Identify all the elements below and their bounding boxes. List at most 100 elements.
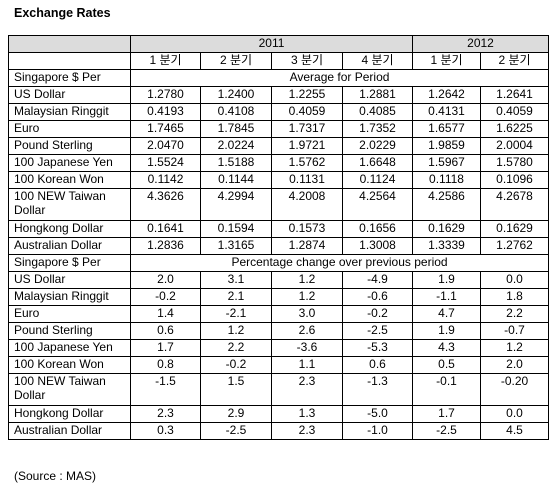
value-cell: 2.0: [479, 356, 550, 374]
value-cell: 0.1144: [200, 171, 272, 189]
year-header-2011: 2011: [130, 35, 413, 53]
value-cell: -4.9: [342, 271, 413, 289]
value-cell: 1.7465: [130, 120, 201, 138]
value-cell: 1.5762: [271, 154, 343, 172]
value-cell: 0.4085: [342, 103, 413, 121]
value-cell: -0.1: [412, 373, 481, 406]
value-cell: 0.1096: [479, 171, 550, 189]
currency-label: 100 Japanese Yen: [8, 339, 131, 357]
value-cell: 2.2: [479, 305, 550, 323]
value-cell: 2.3: [271, 422, 343, 440]
value-cell: 4.2586: [412, 188, 481, 221]
value-cell: -1.1: [412, 288, 481, 306]
value-cell: 3.1: [200, 271, 272, 289]
value-cell: 0.4131: [412, 103, 481, 121]
value-cell: 4.3: [412, 339, 481, 357]
value-cell: 1.4: [130, 305, 201, 323]
value-cell: 1.5967: [412, 154, 481, 172]
currency-label: Euro: [8, 120, 131, 138]
value-cell: -1.5: [130, 373, 201, 406]
currency-label: 100 Korean Won: [8, 356, 131, 374]
value-cell: 1.7: [130, 339, 201, 357]
value-cell: 0.6: [342, 356, 413, 374]
table-row: 100 NEW Taiwan Dollar -1.5 1.5 2.3 -1.3 -0.1-…: [8, 373, 550, 406]
value-cell: 1.2641: [479, 86, 550, 104]
table-row: US Dollar 1.2780 1.2400 1.2255 1.2881 1.2642 1…: [8, 86, 550, 104]
value-cell: 1.8: [479, 288, 550, 306]
table-row: Pound Sterling 2.0470 2.0224 1.9721 2.0229 1.…: [8, 137, 550, 155]
value-cell: -1.0: [342, 422, 413, 440]
value-cell: 4.2678: [479, 188, 550, 221]
value-cell: 0.4193: [130, 103, 201, 121]
table-row: Euro 1.7465 1.7845 1.7317 1.7352 1.6577 1.6225: [8, 120, 550, 138]
value-cell: 1.9: [412, 322, 481, 340]
value-cell: -2.5: [412, 422, 481, 440]
value-cell: 0.1594: [200, 220, 272, 238]
value-cell: 1.2874: [271, 237, 343, 255]
value-cell: 1.2762: [479, 237, 550, 255]
value-cell: 1.2: [200, 322, 272, 340]
table-row: 100 Korean Won 0.8 -0.2 1.1 0.6 0.5 2.0: [8, 356, 550, 374]
value-cell: 1.1: [271, 356, 343, 374]
value-cell: 2.0004: [479, 137, 550, 155]
value-cell: 2.6: [271, 322, 343, 340]
value-cell: 0.0: [479, 405, 550, 423]
currency-label: US Dollar: [8, 86, 131, 104]
value-cell: 4.2008: [271, 188, 343, 221]
value-cell: 0.1142: [130, 171, 201, 189]
value-cell: -2.5: [342, 322, 413, 340]
currency-label: Euro: [8, 305, 131, 323]
value-cell: -0.20: [479, 373, 550, 406]
value-cell: 1.2400: [200, 86, 272, 104]
value-cell: 1.3: [271, 405, 343, 423]
value-cell: 1.3165: [200, 237, 272, 255]
value-cell: 0.4059: [271, 103, 343, 121]
value-cell: 0.8: [130, 356, 201, 374]
value-cell: 1.3008: [342, 237, 413, 255]
currency-label: 100 NEW Taiwan Dollar: [8, 188, 131, 221]
quarter-header: 3 분기: [271, 52, 343, 70]
currency-label: Australian Dollar: [8, 422, 131, 440]
section-heading: Percentage change over previous period: [129, 254, 550, 272]
year-header-2012: 2012: [411, 35, 550, 53]
currency-label: Australian Dollar: [8, 237, 131, 255]
currency-label: 100 NEW Taiwan Dollar: [8, 373, 131, 406]
value-cell: 0.1573: [271, 220, 343, 238]
value-cell: -3.6: [271, 339, 343, 357]
value-cell: 1.7352: [342, 120, 413, 138]
value-cell: 0.1118: [412, 171, 481, 189]
value-cell: 1.9: [412, 271, 481, 289]
currency-label: Hongkong Dollar: [8, 405, 131, 423]
value-cell: 1.2: [271, 271, 343, 289]
source-note: (Source : MAS): [14, 469, 97, 483]
value-cell: 2.0229: [342, 137, 413, 155]
currency-label: Hongkong Dollar: [8, 220, 131, 238]
value-cell: -0.7: [479, 322, 550, 340]
table-row: 100 Japanese Yen 1.7 2.2 -3.6 -5.3 4.3 1.2: [8, 339, 550, 357]
value-cell: 1.6577: [412, 120, 481, 138]
value-cell: 0.1641: [130, 220, 201, 238]
currency-label: 100 Japanese Yen: [8, 154, 131, 172]
value-cell: 1.2780: [130, 86, 201, 104]
value-cell: 0.0: [479, 271, 550, 289]
value-cell: 0.1656: [342, 220, 413, 238]
value-cell: 4.2994: [200, 188, 272, 221]
value-cell: 0.3: [130, 422, 201, 440]
value-cell: -0.6: [342, 288, 413, 306]
value-cell: 1.6648: [342, 154, 413, 172]
value-cell: 0.1629: [412, 220, 481, 238]
table-row: Pound Sterling 0.6 1.2 2.6 -2.5 1.9 -0.7: [8, 322, 550, 340]
value-cell: 0.4108: [200, 103, 272, 121]
value-cell: 0.6: [130, 322, 201, 340]
quarter-header: 2 분기: [200, 52, 272, 70]
value-cell: 1.9859: [412, 137, 481, 155]
corner-cell: [8, 35, 131, 53]
corner-cell: [8, 52, 131, 70]
value-cell: 1.5: [200, 373, 272, 406]
value-cell: 1.7317: [271, 120, 343, 138]
value-cell: 2.3: [130, 405, 201, 423]
value-cell: -0.2: [200, 356, 272, 374]
table-row: 100 Korean Won 0.1142 0.1144 0.1131 0.1124 0.…: [8, 171, 550, 189]
year-header-row: 2011 2012: [8, 35, 550, 53]
page-title: Exchange Rates: [14, 6, 111, 20]
